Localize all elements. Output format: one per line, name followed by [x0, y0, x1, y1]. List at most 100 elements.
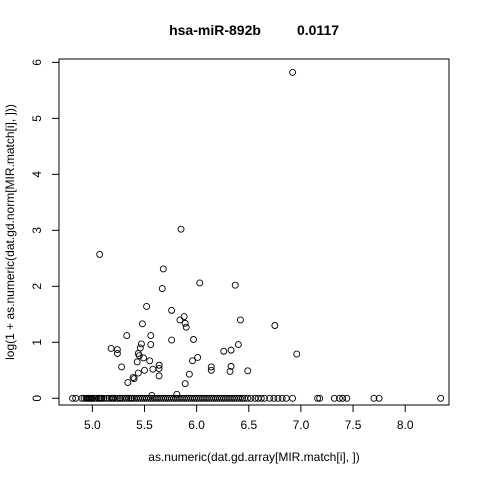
y-tick-label: 6: [30, 59, 44, 66]
data-point-zero: [343, 394, 351, 402]
data-point: [113, 350, 121, 357]
data-point: [143, 303, 151, 310]
data-point-zero: [123, 394, 131, 402]
data-point: [227, 346, 235, 354]
data-point: [96, 250, 104, 258]
data-point-zero: [247, 394, 255, 402]
data-point-zero: [270, 394, 278, 402]
data-point-zero: [330, 394, 338, 402]
y-tick-label: 1: [30, 339, 44, 346]
x-tick-label: 6.5: [240, 418, 257, 432]
data-point: [234, 341, 242, 348]
data-point-zero: [316, 394, 324, 402]
data-point: [113, 346, 121, 354]
data-point: [147, 341, 155, 348]
data-point: [148, 392, 156, 399]
data-point: [180, 313, 188, 320]
data-point: [130, 375, 138, 383]
data-point-zero: [93, 394, 100, 402]
data-point: [155, 361, 163, 369]
y-tick-label: 5: [30, 115, 44, 122]
y-axis-label: log(1 + as.numeric(dat.gd.norm[MIR.match…: [3, 104, 17, 360]
data-point: [173, 390, 181, 398]
data-point: [118, 363, 126, 371]
data-point-zero: [336, 394, 343, 402]
plot-frame: [58, 58, 450, 406]
data-point: [194, 353, 202, 361]
data-point: [207, 363, 215, 371]
data-point: [220, 347, 228, 355]
y-axis: 0 1 2 3 4 5 6: [30, 59, 59, 402]
data-point-zero: [236, 394, 244, 402]
data-point: [177, 225, 185, 233]
data-point-zero: [339, 394, 347, 402]
data-point: [176, 316, 184, 324]
data-point: [129, 374, 137, 382]
data-point: [182, 323, 190, 331]
y-tick-label: 3: [30, 227, 44, 234]
data-point-zero: [239, 394, 246, 402]
x-tick-label: 7.5: [345, 418, 362, 432]
x-tick-label: 8.0: [397, 418, 414, 432]
data-point-zero: [375, 394, 383, 402]
y-tick-label: 0: [30, 395, 44, 402]
x-tick-label: 5.5: [136, 418, 153, 432]
data-point: [155, 372, 163, 380]
data-point: [226, 367, 234, 375]
data-point: [190, 336, 197, 343]
x-axis: 5.0 5.5 6.0 6.5 7.0 7.5 8.0: [84, 405, 414, 432]
data-point: [146, 357, 154, 365]
data-point-zero: [266, 394, 274, 402]
data-point-zero: [69, 394, 77, 402]
data-point: [168, 336, 176, 344]
data-point-zero: [100, 394, 108, 402]
data-point-zero: [113, 394, 121, 402]
data-point: [159, 265, 167, 273]
data-point-zero: [98, 394, 106, 402]
chart-title-pvalue: 0.0117: [297, 22, 339, 38]
y-tick-label: 4: [30, 171, 44, 178]
data-point: [189, 357, 196, 365]
data-point: [236, 316, 244, 324]
data-point: [293, 350, 301, 358]
data-point: [289, 68, 297, 76]
data-point: [185, 370, 193, 378]
data-point-zero: [274, 394, 282, 402]
data-point: [147, 332, 155, 340]
x-tick-label: 6.0: [188, 418, 205, 432]
data-point-zero: [111, 394, 119, 402]
data-point: [196, 279, 204, 287]
data-point: [244, 367, 252, 375]
data-point-zero: [289, 394, 297, 402]
x-tick-label: 5.0: [84, 418, 101, 432]
data-point-zero: [278, 394, 286, 402]
data-point-zero: [260, 394, 268, 402]
data-point-zero: [314, 394, 322, 402]
data-point: [149, 365, 157, 373]
data-point-zero: [125, 394, 133, 402]
chart-title-mirna: hsa-miR-892b: [169, 22, 261, 38]
data-point: [140, 354, 147, 362]
data-point: [141, 366, 148, 374]
data-point-zero: [257, 394, 265, 402]
data-point: [138, 320, 146, 328]
data-point: [271, 322, 279, 329]
data-point: [137, 340, 145, 348]
data-point-zero: [437, 394, 445, 402]
data-point-zero: [244, 394, 252, 402]
data-point: [135, 352, 143, 360]
x-axis-label: as.numeric(dat.gd.array[MIR.match[i], ]): [148, 450, 359, 464]
data-point: [181, 380, 189, 388]
x-tick-label: 7.0: [293, 418, 310, 432]
data-point: [133, 358, 141, 366]
data-point: [134, 369, 142, 377]
data-point: [158, 285, 166, 292]
data-point: [168, 306, 176, 314]
data-point: [227, 362, 235, 370]
data-point: [207, 366, 215, 374]
data-point: [124, 379, 132, 387]
data-points: [69, 68, 445, 402]
data-point: [231, 281, 239, 289]
